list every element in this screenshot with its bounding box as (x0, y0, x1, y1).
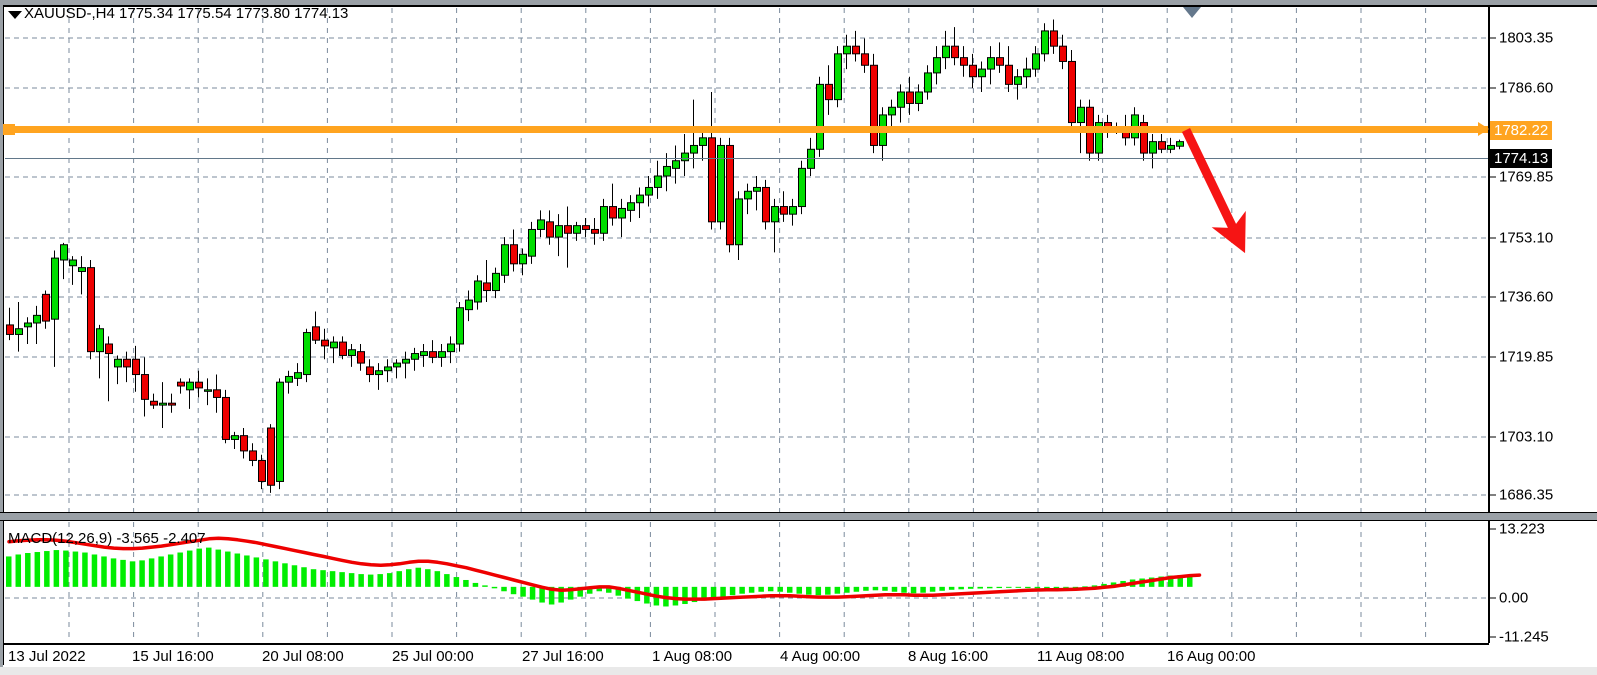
pane-separator-bottom (0, 520, 1597, 521)
pane-separator[interactable] (0, 513, 1597, 520)
price-axis-tick-label: 1803.35 (1499, 29, 1554, 47)
last-price-badge: 1774.13 (1490, 149, 1553, 168)
last-price-line (5, 158, 1488, 159)
pane-separator-top (0, 512, 1597, 513)
price-axis-tick-label: 1786.60 (1499, 79, 1554, 97)
price-axis-tick-label: 1753.10 (1499, 229, 1554, 247)
chart-top-border (0, 5, 1597, 7)
time-axis-tick-label: 25 Jul 00:00 (392, 648, 474, 665)
level-price-badge: 1782.22 (1490, 121, 1553, 140)
time-axis-tick-label: 8 Aug 16:00 (908, 648, 989, 665)
macd-axis-tick-label: 0.00 (1499, 589, 1529, 607)
horizontal-level-line[interactable] (5, 126, 1488, 133)
window-top-strip (0, 0, 1597, 5)
price-axis-tick-label: 1686.35 (1499, 486, 1554, 504)
window-bottom-strip (0, 667, 1597, 675)
time-axis-tick-label: 20 Jul 08:00 (262, 648, 344, 665)
triangle-down-icon[interactable] (8, 11, 22, 19)
macd-axis-tick-label: 13.223 (1499, 520, 1545, 538)
level-line-arrowhead-icon (1478, 122, 1489, 136)
time-axis-tick-label: 15 Jul 16:00 (132, 648, 214, 665)
time-axis-tick-label: 4 Aug 00:00 (780, 648, 861, 665)
price-axis-tick-label: 1769.85 (1499, 168, 1554, 186)
price-axis-tick-label: 1719.85 (1499, 348, 1554, 366)
price-axis-divider (1488, 7, 1490, 643)
time-axis-tick-label: 13 Jul 2022 (8, 648, 86, 665)
window-left-strip (0, 5, 3, 667)
price-axis-tick-label: 1736.60 (1499, 288, 1554, 306)
time-axis-tick-label: 27 Jul 16:00 (522, 648, 604, 665)
time-axis-tick-label: 11 Aug 08:00 (1037, 648, 1125, 665)
macd-axis-tick-label: -11.245 (1499, 628, 1549, 646)
price-axis-tick-label: 1703.10 (1499, 428, 1554, 446)
symbol-header: XAUUSD-,H4 1775.34 1775.54 1773.80 1774.… (24, 5, 349, 22)
macd-indicator-label: MACD(12,26,9) -3.565 -2.407 (8, 530, 206, 547)
time-axis-tick-label: 16 Aug 00:00 (1167, 648, 1256, 665)
chart-top-marker-icon[interactable] (1183, 7, 1201, 18)
time-axis-tick-label: 1 Aug 08:00 (652, 648, 733, 665)
chart-left-border (3, 7, 4, 665)
time-axis-divider (4, 643, 1489, 645)
